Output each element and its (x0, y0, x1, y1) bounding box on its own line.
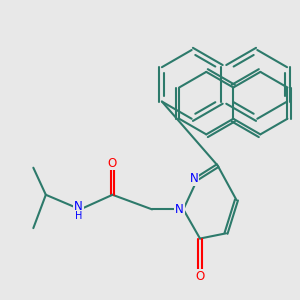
Text: O: O (195, 270, 205, 283)
Text: O: O (108, 157, 117, 169)
Text: N: N (175, 203, 184, 216)
Text: N: N (190, 172, 198, 184)
Text: N: N (74, 200, 83, 213)
Text: H: H (75, 211, 82, 221)
